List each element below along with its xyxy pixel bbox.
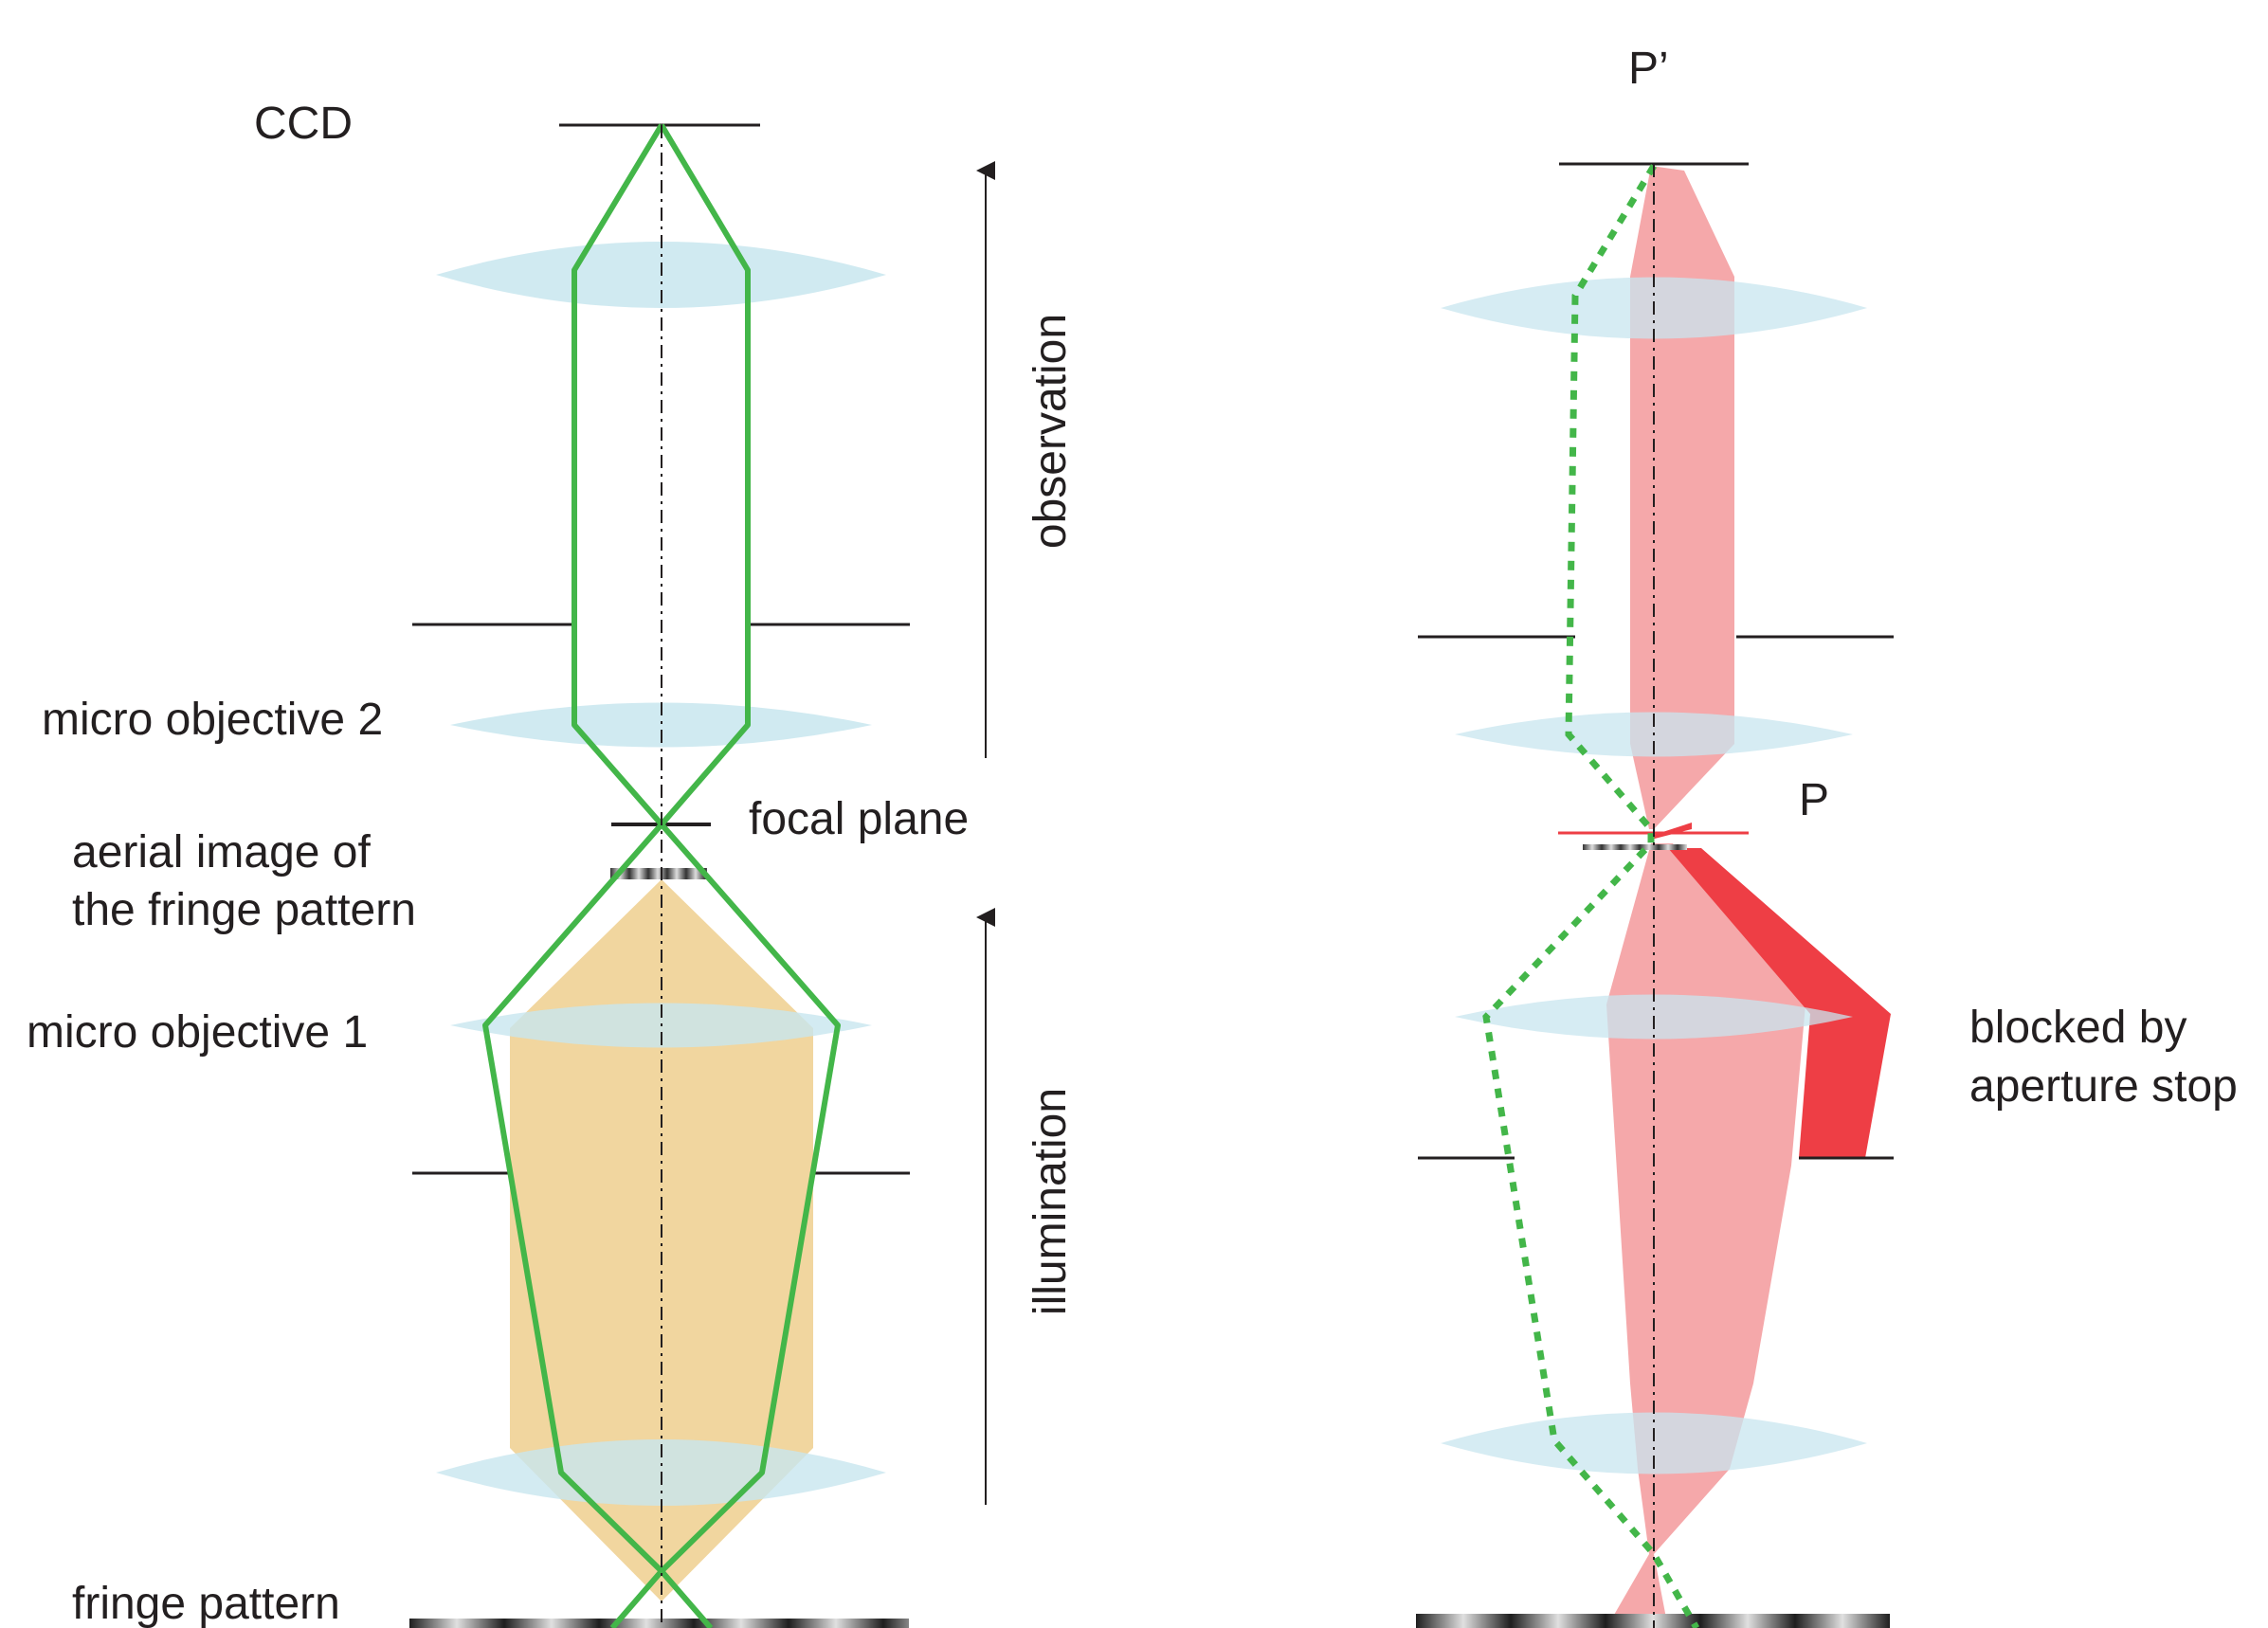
wedge-at-p	[1651, 823, 1692, 840]
aerial-image-label-line1: aerial image of	[72, 827, 372, 877]
micro-objective-2-label: micro objective 2	[42, 695, 383, 745]
observation-label: observation	[1025, 314, 1076, 549]
blocked-rays	[1668, 848, 1891, 1158]
green-ray-left-path	[482, 123, 714, 1628]
aerial-image-label-line2: the fringe pattern	[72, 885, 416, 935]
illumination-label: illumination	[1025, 1088, 1076, 1315]
lens-bottom-right	[1441, 1412, 1867, 1474]
green-dotted-ray	[1482, 164, 1700, 1628]
blocked-label-line1: blocked by	[1969, 1003, 2186, 1053]
p-label: P	[1799, 775, 1829, 825]
illumination-beam	[510, 879, 813, 1601]
focal-plane-label: focal plane	[749, 794, 969, 844]
micro-objective-1-label: micro objective 1	[27, 1007, 368, 1058]
aerial-image-fringes-right	[1583, 844, 1687, 850]
p-prime-label: P’	[1628, 44, 1669, 94]
fringe-pattern-label: fringe pattern	[72, 1579, 340, 1628]
ccd-label: CCD	[254, 99, 353, 149]
lens-micro-objective-2	[450, 702, 872, 748]
left-diagram: CCD micro objective 2 focal plane aerial…	[27, 99, 1076, 1628]
fringe-pattern-left	[409, 1619, 909, 1628]
green-ray-right-path	[609, 123, 841, 1628]
aerial-image-fringes	[610, 868, 707, 879]
blocked-label-line2: aperture stop	[1969, 1061, 2238, 1112]
right-diagram: P’ P blocked by aperture stop	[1416, 44, 2238, 1628]
